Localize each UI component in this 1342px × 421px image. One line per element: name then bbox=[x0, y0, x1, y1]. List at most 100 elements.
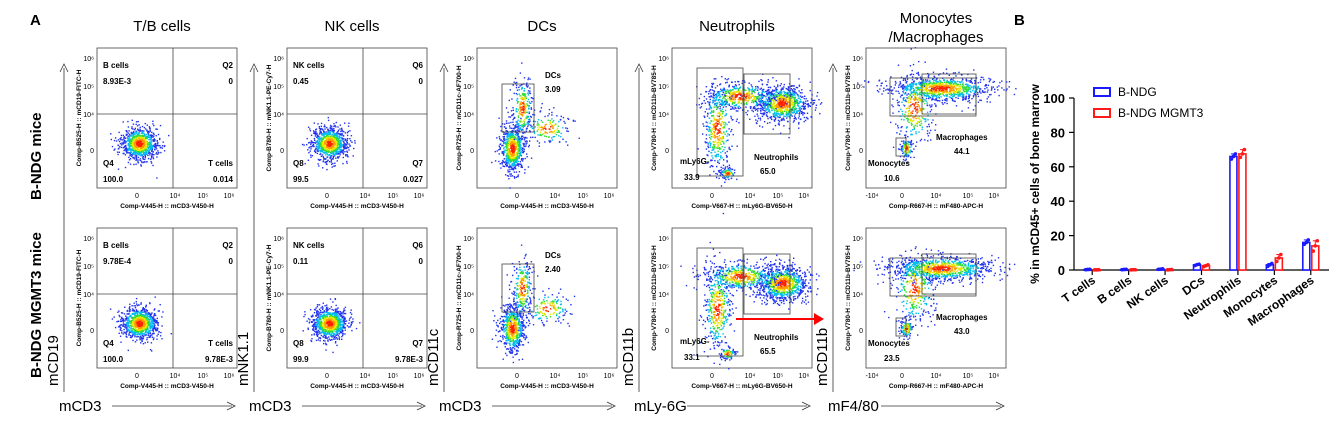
x-tick-label: 10⁶ bbox=[224, 373, 235, 380]
x-tick-label: 10⁶ bbox=[604, 373, 615, 380]
flow-plot: NK cells 0.11 Q6 0 Q8 99.9 Q7 9.78E-3 10⁶ 10⁵ 10⁴ 0… bbox=[266, 227, 428, 390]
y-tick-label: 0 bbox=[1058, 263, 1065, 278]
y-axis-label: Comp-B780-H :: mNK1.1-PE-Cy7-H bbox=[266, 244, 273, 351]
legend-label: B-NDG bbox=[1118, 85, 1157, 99]
y-tick-label: 40 bbox=[1051, 194, 1065, 209]
bar bbox=[1229, 155, 1238, 271]
y-axis-label: Comp-V780-H :: mCD11b-BV785-H bbox=[845, 245, 852, 351]
x-tick-label: 0 bbox=[135, 373, 139, 380]
gate-label: 33.9 bbox=[684, 173, 700, 182]
y-tick-label: 0 bbox=[859, 328, 863, 335]
y-tick-label: 10⁶ bbox=[83, 236, 94, 243]
x-tick-label: 0 bbox=[515, 373, 519, 380]
column-title: Monocytes /Macrophages bbox=[888, 10, 984, 46]
y-tick-label: 10⁶ bbox=[463, 56, 474, 63]
data-point bbox=[1279, 252, 1283, 257]
data-point bbox=[1315, 238, 1320, 243]
big-y-axis-label: mCD11c bbox=[425, 328, 442, 386]
y-tick-label: 10⁵ bbox=[852, 84, 863, 91]
x-tick-label: 10⁴ bbox=[170, 373, 181, 380]
y-tick-label: 10⁶ bbox=[83, 56, 94, 63]
big-y-axis-label: mNK1.1 bbox=[235, 332, 252, 386]
y-tick-label: 10⁵ bbox=[658, 84, 669, 91]
x-tick-label: 10⁵ bbox=[388, 193, 399, 200]
gate-label: mLy6G- bbox=[680, 157, 710, 166]
y-axis-label: Comp-V780-H :: mCD11b-BV785-H bbox=[651, 245, 658, 351]
flow-plot: mLy6G- 33.9 Neutrophils 65.0 10⁶ 10⁵ 10⁴ 0 0 10⁴ 1… bbox=[651, 47, 823, 215]
y-tick-label: 10⁴ bbox=[273, 112, 284, 119]
x-tick-label: -10⁴ bbox=[865, 373, 878, 380]
y-tick-label: 10⁴ bbox=[83, 292, 94, 299]
x-tick-label: 10⁵ bbox=[963, 373, 974, 380]
data-point bbox=[1133, 267, 1137, 272]
bar bbox=[1301, 241, 1311, 271]
gate-label: T cells bbox=[208, 159, 233, 168]
gate-label: 9.78E-3 bbox=[395, 355, 424, 364]
y-tick-label: 0 bbox=[665, 148, 669, 155]
x-tick-label: 10⁶ bbox=[989, 373, 1000, 380]
gate-label: 0 bbox=[419, 257, 424, 266]
gate-label: Monocytes bbox=[868, 339, 910, 348]
gate-label: T cells bbox=[208, 339, 233, 348]
big-y-axis-label: mCD11b bbox=[814, 328, 831, 386]
y-tick-label: 0 bbox=[470, 148, 474, 155]
x-axis-label: Comp-V445-H :: mCD3-V450-H bbox=[310, 383, 404, 390]
x-tick-label: 10⁶ bbox=[604, 193, 615, 200]
data-point bbox=[1306, 238, 1311, 242]
data-point bbox=[1160, 266, 1165, 271]
row-label-bndg: B-NDG mice bbox=[28, 112, 45, 200]
x-tick-label: 10⁵ bbox=[963, 193, 974, 200]
data-point bbox=[1206, 263, 1210, 267]
x-tick-label: 0 bbox=[710, 193, 714, 200]
bar-chart: 0 20 40 60 80 100% in mCD45+ cells of bone ma… bbox=[1028, 83, 1329, 329]
gate-label: 99.5 bbox=[293, 175, 309, 184]
x-tick-label: 10⁴ bbox=[360, 193, 371, 200]
y-axis-label: % in mCD45+ cells of bone marrow bbox=[1028, 83, 1042, 283]
y-tick-label: 100 bbox=[1043, 91, 1065, 106]
gate-label: mLy6G- bbox=[680, 337, 710, 346]
big-y-axis-label: mCD19 bbox=[45, 335, 62, 386]
big-x-axis-label: mCD3 bbox=[249, 398, 292, 415]
data-point bbox=[1197, 262, 1201, 266]
x-tick-label: 0 bbox=[325, 193, 329, 200]
x-tick-label: NK cells bbox=[1124, 273, 1171, 312]
gate-label: 43.0 bbox=[954, 327, 970, 336]
gate-label: 100.0 bbox=[103, 175, 124, 184]
big-y-axis-label: mCD11b bbox=[620, 328, 637, 386]
legend-swatch bbox=[1093, 87, 1111, 97]
y-tick-label: 10⁴ bbox=[463, 292, 474, 299]
y-tick-label: 0 bbox=[90, 148, 94, 155]
gate-label: Monocytes bbox=[868, 159, 910, 168]
flow-plot: Macrophages 44.1 Monocytes 10.6 10⁶ 10⁵ 10⁴ 0 -1… bbox=[845, 47, 1017, 210]
x-tick-label: 10⁴ bbox=[931, 193, 942, 200]
y-tick-label: 10⁶ bbox=[658, 236, 669, 243]
gate-label: Q7 bbox=[412, 159, 423, 168]
gate-label: 0 bbox=[229, 77, 234, 86]
x-tick-label: 0 bbox=[900, 193, 904, 200]
bar bbox=[1238, 153, 1247, 271]
big-x-axis-label: mLy-6G bbox=[634, 398, 687, 415]
y-tick-label: 10⁵ bbox=[83, 264, 94, 271]
y-tick-label: 10⁶ bbox=[852, 236, 863, 243]
y-tick-label: 10⁵ bbox=[852, 264, 863, 271]
gate-label: NK cells bbox=[293, 61, 325, 70]
column-title: T/B cells bbox=[133, 18, 191, 35]
y-tick-label: 10⁴ bbox=[83, 112, 94, 119]
x-axis-label: Comp-R667-H :: mF480-APC-H bbox=[889, 383, 984, 390]
y-tick-label: 10⁴ bbox=[273, 292, 284, 299]
x-tick-label: 10⁵ bbox=[773, 193, 784, 200]
gate-label: 8.93E-3 bbox=[103, 77, 132, 86]
data-point bbox=[1275, 259, 1279, 264]
gate-label: 3.09 bbox=[545, 85, 561, 94]
data-point bbox=[1242, 147, 1247, 152]
gate-label: Q2 bbox=[222, 241, 233, 250]
gate-label: DCs bbox=[545, 71, 562, 80]
flow-plot: B cells 9.78E-4 Q2 0 Q4 100.0 T cells 9.78E-3 10… bbox=[76, 227, 238, 390]
y-tick-label: 0 bbox=[280, 328, 284, 335]
gate-label: Q4 bbox=[103, 339, 114, 348]
data-point bbox=[1240, 152, 1245, 156]
gate-label: 0.11 bbox=[293, 257, 309, 266]
y-axis-label: Comp-B525-H :: mCD19-FITC-H bbox=[76, 69, 83, 166]
gate-label: 23.5 bbox=[884, 354, 900, 363]
flow-plot: mLy6G- 33.1 Neutrophils 65.5 10⁶ 10⁵ 10⁴ 0 0 10⁴ 1… bbox=[651, 227, 820, 390]
